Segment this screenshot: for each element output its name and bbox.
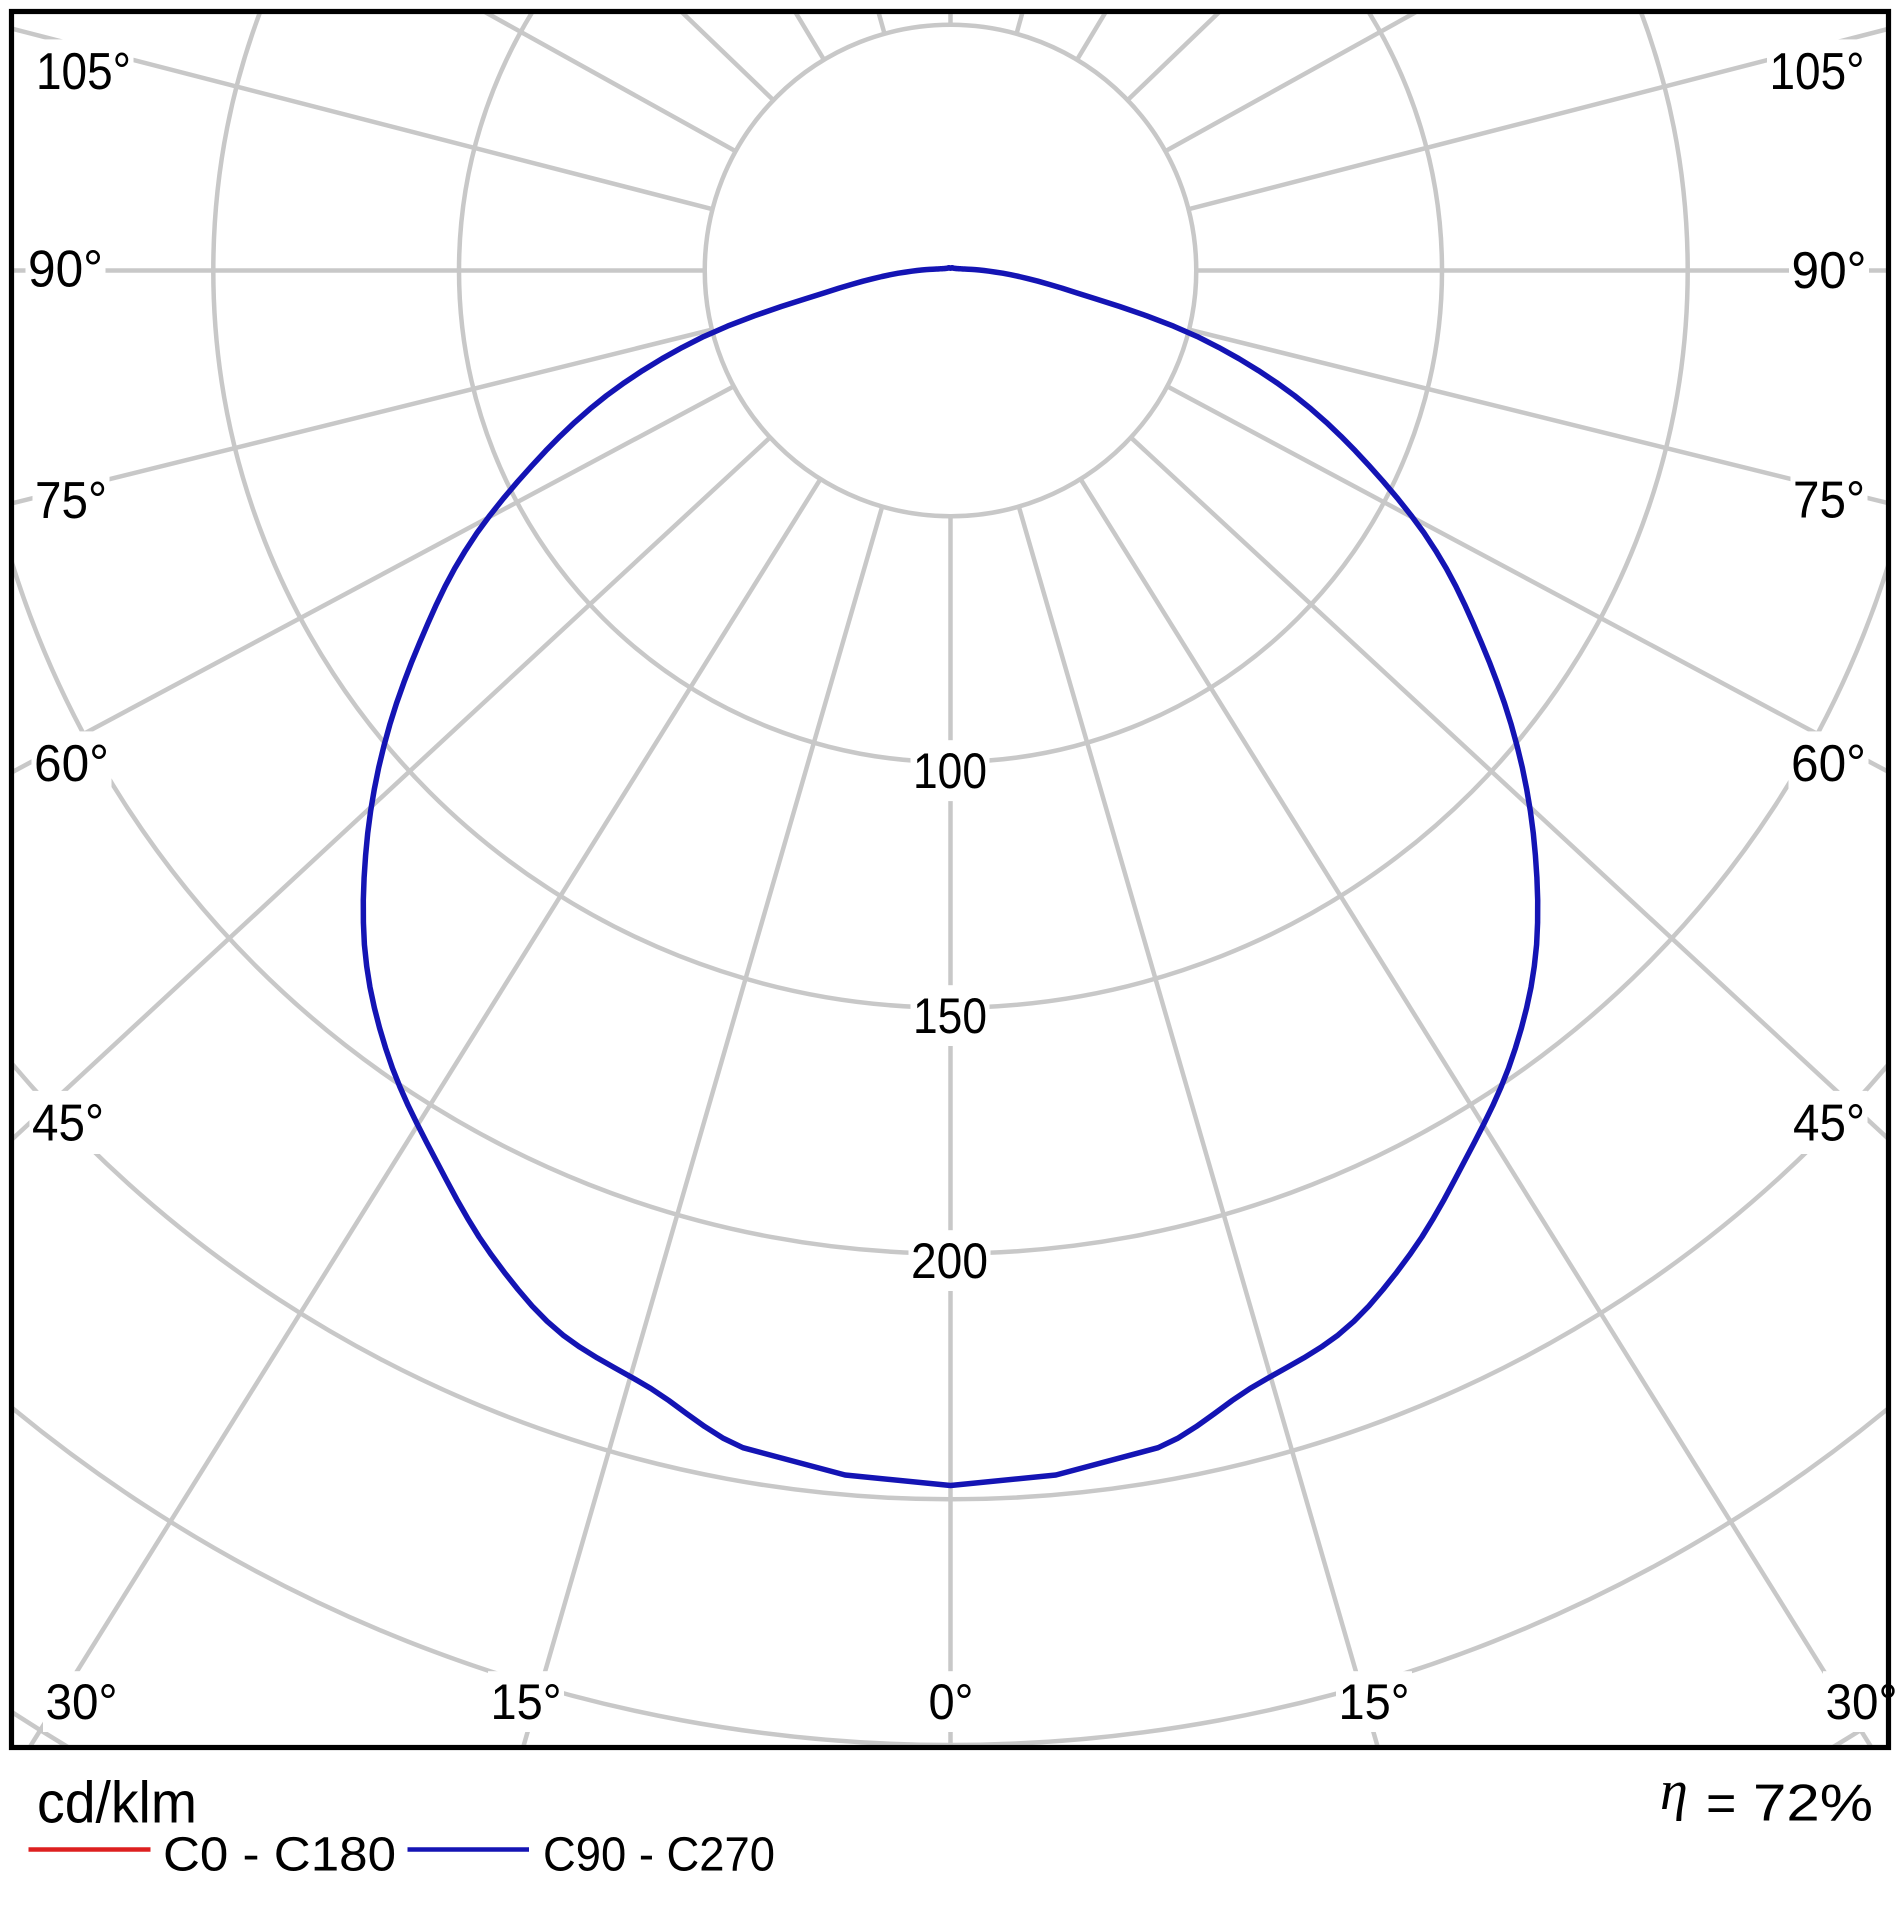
svg-text:60°: 60° <box>1791 735 1866 793</box>
svg-text:15°: 15° <box>1339 1674 1410 1730</box>
svg-text:30°: 30° <box>46 1674 118 1730</box>
svg-text:105°: 105° <box>1770 43 1865 101</box>
svg-text:η: η <box>1660 1760 1688 1822</box>
svg-text:45°: 45° <box>1793 1095 1865 1153</box>
svg-text:200: 200 <box>911 1233 988 1289</box>
svg-text:105°: 105° <box>36 43 131 101</box>
svg-text:C0 - C180: C0 - C180 <box>163 1829 396 1882</box>
svg-text:C90 - C270: C90 - C270 <box>543 1829 775 1882</box>
svg-text:60°: 60° <box>34 735 109 793</box>
svg-text:0°: 0° <box>929 1674 974 1730</box>
svg-text:45°: 45° <box>32 1095 104 1153</box>
svg-text:cd/klm: cd/klm <box>37 1771 197 1836</box>
svg-text:30°: 30° <box>1826 1674 1898 1730</box>
svg-text:15°: 15° <box>491 1674 562 1730</box>
svg-text:75°: 75° <box>35 472 107 530</box>
svg-text:=: = <box>1706 1775 1736 1833</box>
svg-text:150: 150 <box>913 988 987 1044</box>
svg-text:72%: 72% <box>1753 1775 1873 1833</box>
svg-text:90°: 90° <box>28 241 103 299</box>
svg-text:75°: 75° <box>1793 472 1865 530</box>
svg-text:100: 100 <box>913 743 987 799</box>
svg-text:90°: 90° <box>1792 242 1867 300</box>
